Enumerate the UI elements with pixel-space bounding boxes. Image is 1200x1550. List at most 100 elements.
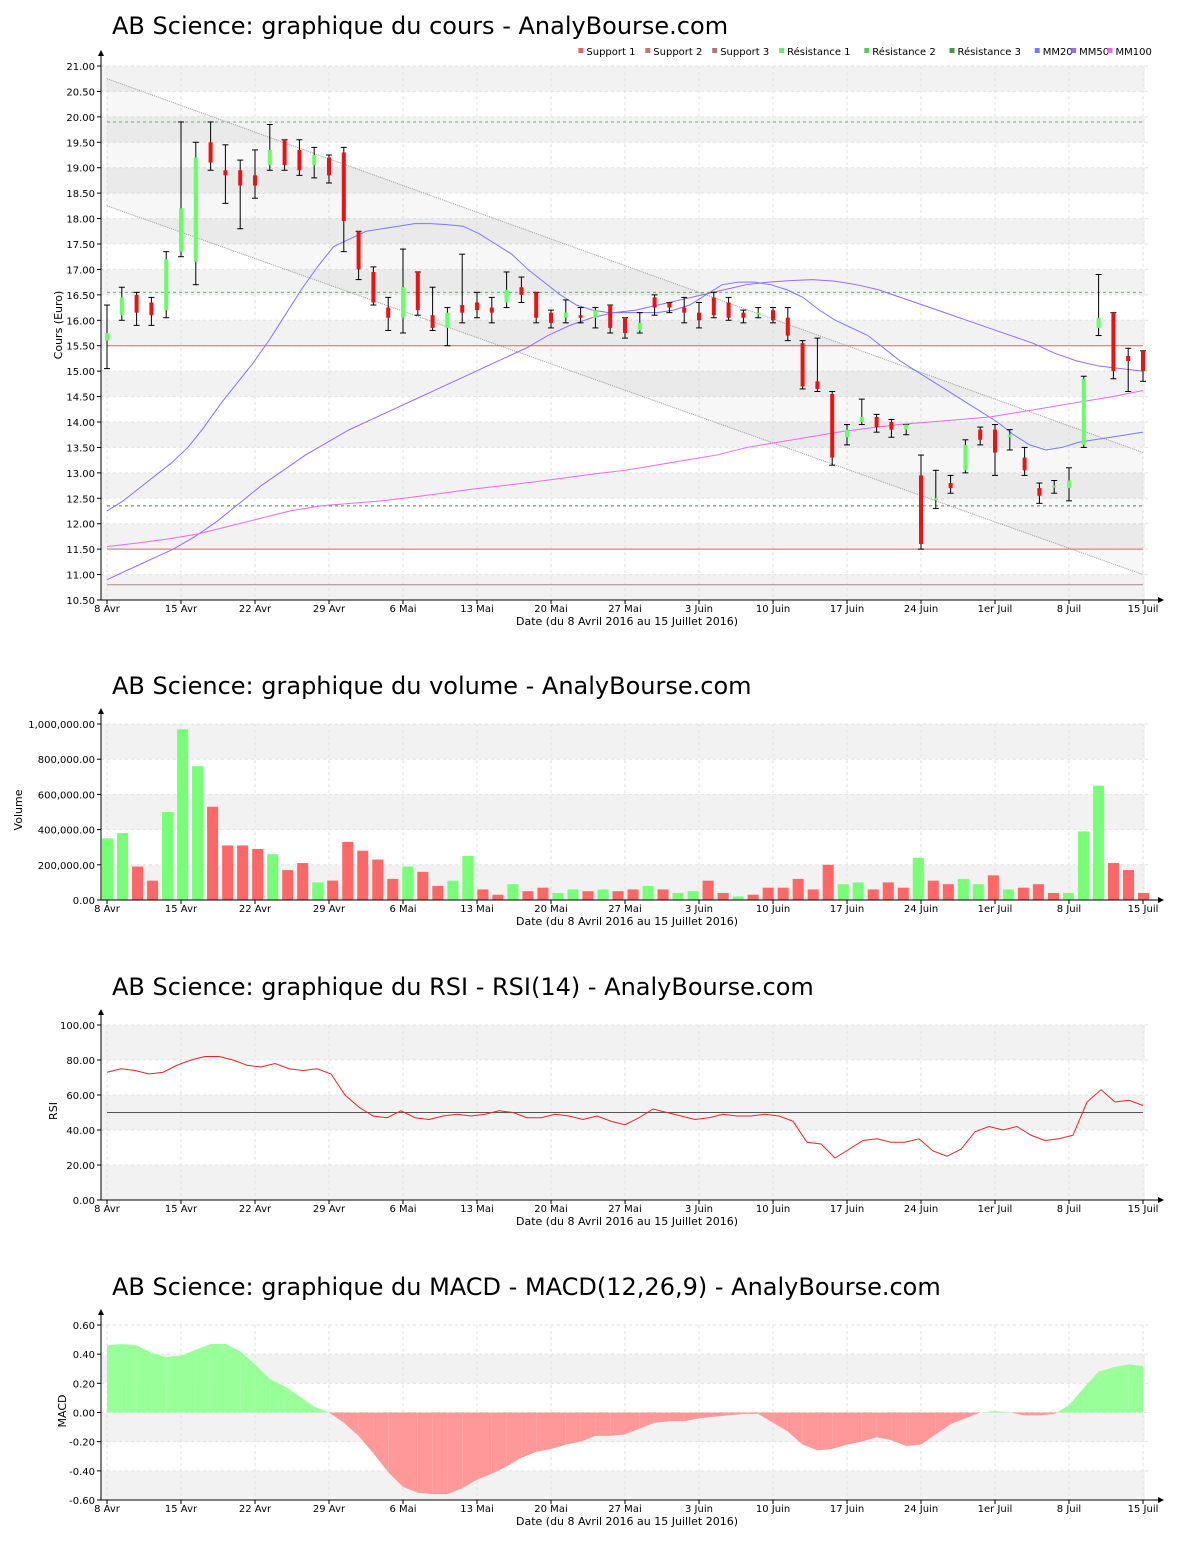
candle-body (963, 444, 968, 471)
volume-bar (267, 854, 279, 900)
price-y-label: Cours (Euro) (52, 291, 65, 360)
macd-segment (861, 1412, 877, 1442)
channel-lower-line (106, 205, 1144, 576)
candle-body (785, 317, 790, 336)
volume-bar (282, 870, 294, 900)
price-y-tick-label: 19.00 (66, 164, 95, 175)
volume-bar (492, 894, 504, 900)
volume-bar (102, 838, 113, 900)
macd-y-tick-label: -0.60 (69, 1496, 95, 1507)
volume-y-tick-label: 200,000.00 (38, 861, 95, 872)
rsi-x-tick-label: 6 Mai (389, 1204, 416, 1215)
macd-y-label: MACD (56, 1395, 69, 1428)
legend-label: MM100 (1116, 47, 1152, 58)
candle-body (697, 312, 701, 321)
legend-label: Support 1 (586, 47, 635, 58)
rsi-x-tick-label: 29 Avr (313, 1204, 346, 1215)
candle-body (1037, 488, 1042, 496)
macd-segment (121, 1343, 137, 1413)
candle-body (741, 312, 746, 318)
volume-bar (852, 882, 864, 900)
volume-y-label: Volume (12, 789, 25, 830)
macd-x-tick-label: 20 Mai (534, 1504, 567, 1515)
candle-body (800, 343, 805, 387)
candle-body (1081, 378, 1086, 445)
macd-segment (477, 1412, 492, 1480)
volume-x-tick-label: 3 Juin (685, 904, 713, 915)
volume-y-tick-label: 600,000.00 (38, 790, 95, 801)
volume-axes: 0.00 200,000.00 400,000.00 600,000.00 800,00… (28, 708, 1164, 915)
volume-band (101, 724, 1145, 760)
volume-bar (402, 866, 414, 900)
macd-chart-title: AB Science: graphique du MACD - MACD(12,… (112, 1273, 941, 1301)
price-y-tick-label: 17.00 (66, 265, 95, 276)
volume-bar (687, 891, 699, 900)
macd-segment (1069, 1387, 1084, 1413)
candle-body (845, 429, 849, 438)
macd-x-tick-label: 10 Juin (756, 1504, 790, 1515)
rsi-x-tick-label: 15 Juil (1128, 1204, 1159, 1215)
rsi-band (101, 1025, 1145, 1060)
volume-bar (507, 884, 519, 900)
macd-segment (876, 1412, 892, 1441)
rsi-x-tick-label: 22 Avr (239, 1204, 272, 1215)
macd-segment (462, 1412, 477, 1489)
price-band (101, 218, 1145, 244)
macd-segment (447, 1412, 463, 1495)
candle-body (830, 394, 835, 458)
volume-chart-title: AB Science: graphique du volume - AnalyB… (112, 672, 752, 700)
macd-x-tick-label: 24 Juin (904, 1504, 938, 1515)
macd-segment (136, 1345, 152, 1413)
macd-segment (255, 1364, 270, 1413)
price-y-tick-label: 12.50 (66, 494, 95, 505)
moving-averages (106, 223, 1144, 581)
candle-body (489, 307, 494, 313)
price-y-tick-label: 16.50 (66, 291, 95, 302)
volume-bar (537, 887, 549, 900)
volume-bar (822, 864, 834, 900)
rsi-x-tick-label: 10 Juin (756, 1204, 790, 1215)
price-x-arrow (1158, 597, 1164, 603)
macd-segment (832, 1412, 847, 1449)
price-x-label: Date (du 8 Avril 2016 au 15 Juillet 2016… (516, 615, 738, 628)
volume-bar (1032, 884, 1044, 900)
candle-body (608, 305, 613, 328)
macd-band (101, 1470, 1145, 1500)
macd-segment (817, 1412, 833, 1451)
candle-body (267, 149, 272, 166)
rsi-series-line (106, 1056, 1144, 1159)
rsi-axes: 0.00 20.00 40.00 60.00 80.00 100.00 8 Avr 15 Av… (60, 1009, 1164, 1215)
macd-segment (1098, 1367, 1114, 1413)
candle-body (282, 139, 287, 166)
volume-bar (927, 880, 939, 900)
macd-segment (551, 1412, 566, 1449)
macd-y-tick-label: 0.60 (73, 1321, 95, 1332)
mm20-line (106, 223, 1144, 512)
price-y-tick-label: 13.50 (66, 443, 95, 454)
volume-bar (297, 863, 309, 900)
legend-label: MM20 (1043, 47, 1073, 58)
legend-swatch (1107, 48, 1113, 53)
volume-y-tick-label: 1,000,000.00 (28, 720, 95, 731)
volume-bar (372, 859, 384, 900)
candle-body (549, 312, 553, 323)
macd-segment (284, 1386, 300, 1413)
volume-bar (1062, 892, 1074, 900)
volume-bar (252, 848, 264, 900)
candle-body (179, 208, 183, 252)
rsi-chart-title: AB Science: graphique du RSI - RSI(14) -… (112, 973, 814, 1001)
macd-y-tick-label: -0.20 (69, 1438, 95, 1449)
candle-body (445, 312, 450, 328)
candle-body (371, 271, 376, 303)
macd-segment (417, 1412, 433, 1495)
volume-y-arrow (98, 708, 104, 714)
macd-segment (151, 1352, 167, 1413)
price-y-tick-label: 15.00 (66, 367, 95, 378)
volume-bar (957, 878, 969, 900)
macd-x-tick-label: 8 Juil (1057, 1504, 1081, 1515)
candle-body (193, 157, 198, 262)
volume-bar (747, 894, 759, 900)
volume-bar (162, 812, 174, 900)
candle-body (889, 422, 894, 430)
volume-bar (552, 892, 564, 900)
